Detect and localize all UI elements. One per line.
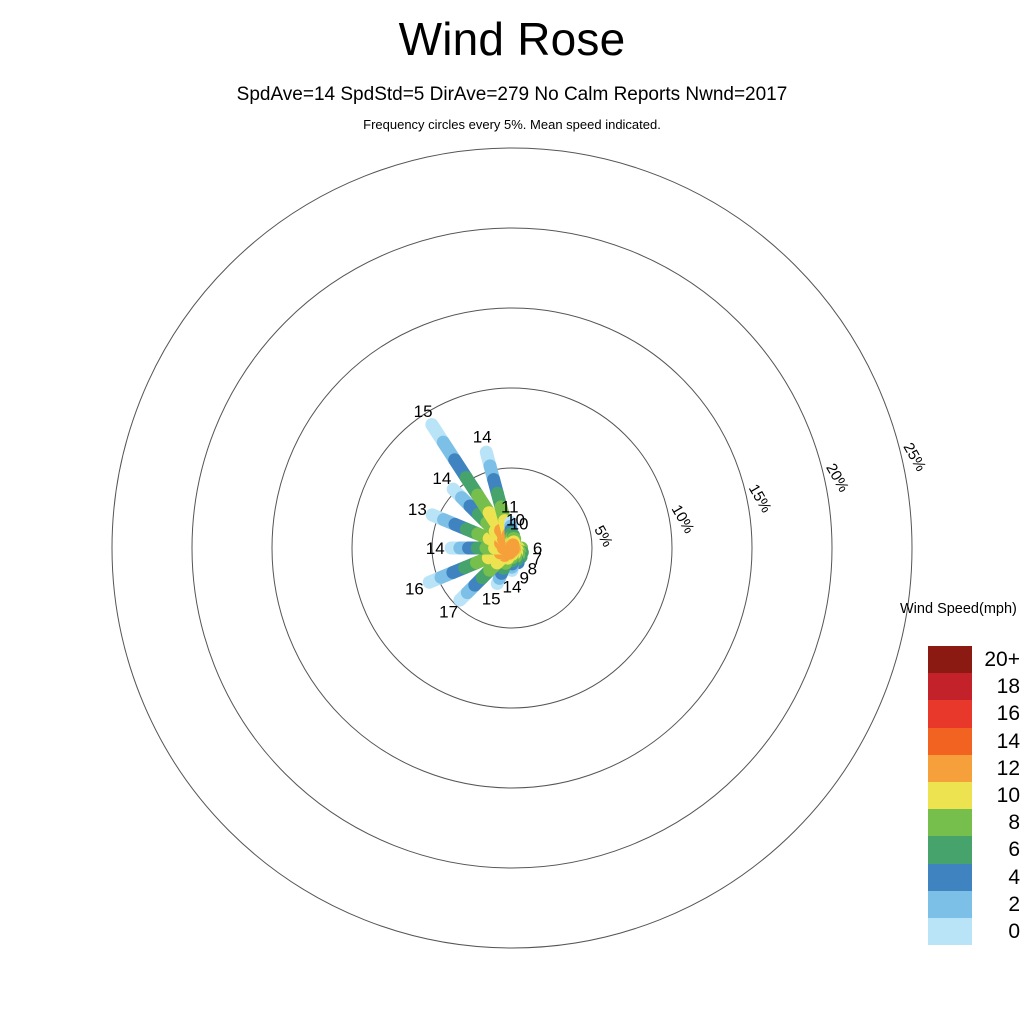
legend-label: 20+ [984,648,1020,671]
legend-swatch [928,781,972,810]
legend-label: 12 [996,756,1020,780]
petal-segment [505,538,520,555]
petal-mean-speed-label: 14 [503,577,522,596]
legend-row: 2 [928,890,1024,918]
legend-swatch [928,754,972,782]
legend-label: 18 [996,675,1020,699]
svg-text:5%: 5% [590,523,616,550]
legend-swatch [928,646,972,674]
petal-mean-speed-label: 10 [506,510,525,529]
legend-swatch [928,700,972,728]
legend-label: 0 [1008,919,1020,943]
petal-mean-speed-label: 15 [482,589,501,608]
legend-label: 14 [996,729,1020,753]
legend-row: 18 [928,673,1024,701]
svg-text:10%: 10% [668,502,698,537]
frequency-ring [271,307,753,789]
radial-tick-label: 5% [590,523,616,550]
petal-mean-speed-label: 15 [414,402,433,421]
petal-mean-speed-label: 11 [501,497,519,516]
petal-mean-speed-label: 7 [532,549,541,568]
legend-row: 8 [928,809,1024,837]
petal-mean-speed-label: 10 [510,514,529,533]
legend-row: 0 [928,917,1024,946]
legend-row: 4 [928,863,1024,891]
legend-row: 6 [928,836,1024,864]
legend-label: 8 [1008,811,1020,835]
legend-heading: Wind Speed(mph) [900,601,1017,617]
legend-swatch [928,673,972,701]
frequency-ring [191,227,833,869]
legend-swatch [928,809,972,837]
legend-row: 12 [928,754,1024,782]
legend-label: 6 [1008,838,1020,862]
petal-group [422,418,529,607]
legend-row: 20+ [928,646,1024,674]
chart-stats-subtitle: SpdAve=14 SpdStd=5 DirAve=279 No Calm Re… [236,84,788,105]
legend-row: 10 [928,781,1024,810]
legend-swatch [928,917,972,946]
petal-mean-speed-label: 14 [426,539,445,558]
legend-label: 2 [1008,892,1020,916]
legend-row: 16 [928,700,1024,728]
petal-mean-speed-label: 9 [520,569,529,588]
frequency-ring [351,387,673,709]
legend-label: 16 [996,702,1020,726]
legend-swatch [928,836,972,864]
petal-mean-speed-label: 16 [405,579,424,598]
page-title: Wind Rose [398,13,626,65]
petal-mean-speed-label: 14 [473,428,492,447]
petal-mean-speed-label: 8 [528,559,537,578]
frequency-ring [431,467,593,629]
legend-swatch [928,863,972,891]
wind-speed-legend: 20+ 18 16 14 12 10 8 6 4 2 0 [928,646,1024,946]
petal-mean-speed-label: 13 [408,500,427,519]
legend-label: 4 [1008,865,1020,889]
legend-swatch [928,890,972,918]
legend-swatch [928,727,972,755]
frequency-ring [111,147,913,949]
petal-mean-speed-label: 14 [432,469,451,488]
petal-mean-speed-label: 6 [533,539,542,558]
legend-row: 14 [928,727,1024,755]
legend-label: 10 [996,783,1020,807]
chart-note: Frequency circles every 5%. Mean speed i… [363,117,661,132]
radial-tick-label: 10% [668,502,698,537]
petal-mean-speed-label: 17 [439,602,458,621]
